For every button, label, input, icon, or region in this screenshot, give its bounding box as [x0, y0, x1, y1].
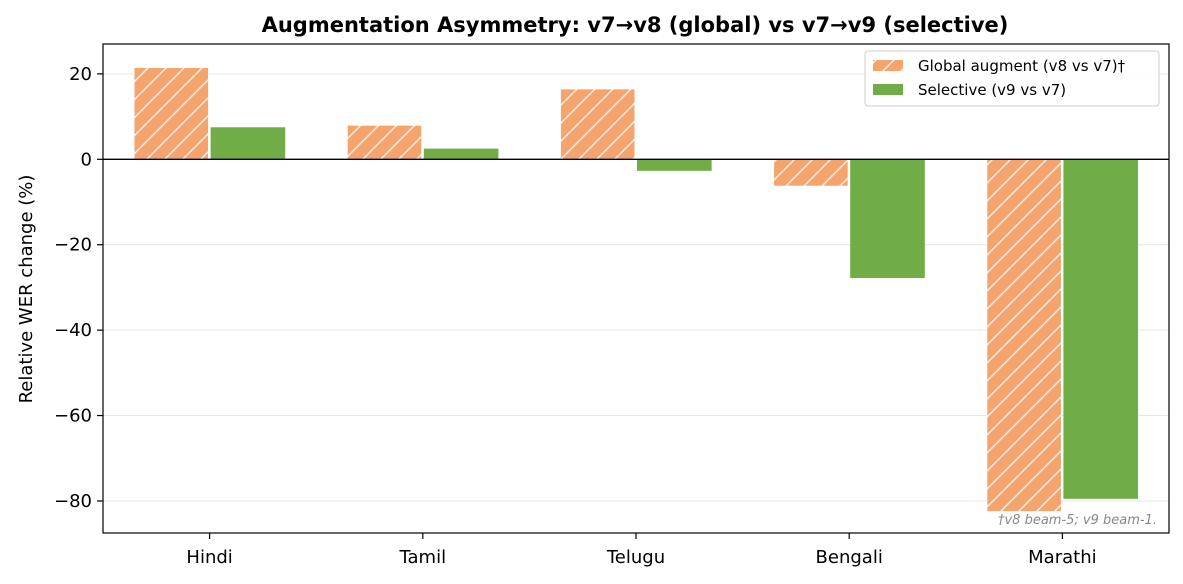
footnote: †v8 beam-5; v9 beam-1.: [998, 513, 1157, 528]
bar-selective-marathi: [1063, 159, 1139, 499]
bar-hatch-marathi: [986, 159, 1062, 512]
x-tick-label-marathi: Marathi: [1028, 547, 1096, 568]
y-tick-label: −20: [54, 235, 92, 256]
legend-swatch-selective: [873, 84, 903, 95]
bars: [133, 66, 1139, 513]
legend-swatch-hatch: [873, 60, 903, 71]
bar-hatch-telugu: [560, 88, 635, 160]
y-tick-label: −40: [54, 320, 92, 341]
y-tick-label: −80: [54, 491, 92, 512]
bar-selective-tamil: [423, 148, 499, 160]
y-tick-label: −60: [54, 406, 92, 427]
chart-title: Augmentation Asymmetry: v7→v8 (global) v…: [262, 13, 1009, 37]
legend-label-global: Global augment (v8 vs v7)†: [918, 57, 1126, 75]
x-tick-label-telugu: Telugu: [606, 547, 665, 568]
bar-selective-hindi: [210, 127, 286, 160]
legend: Global augment (v8 vs v7)† Selective (v9 …: [864, 50, 1160, 107]
x-tick-label-bengali: Bengali: [816, 547, 883, 568]
x-tick-label-hindi: Hindi: [186, 547, 232, 568]
axes: 20 0 −20 −40 −60 −80 Hindi Tamil Telugu Bengali Ma…: [54, 43, 1170, 568]
legend-label-selective: Selective (v9 vs v7): [918, 81, 1066, 99]
x-tick-label-tamil: Tamil: [399, 547, 447, 568]
bar-hatch-bengali: [773, 159, 849, 187]
bar-selective-telugu: [637, 159, 712, 171]
bar-hatch-tamil: [347, 125, 422, 160]
bar-hatch-hindi: [133, 67, 209, 160]
legend-box: [864, 50, 1160, 107]
y-axis-label: Relative WER change (%): [16, 175, 37, 404]
y-tick-label: 0: [81, 149, 92, 170]
bar-selective-bengali: [850, 159, 925, 279]
y-tick-label: 20: [69, 64, 92, 85]
